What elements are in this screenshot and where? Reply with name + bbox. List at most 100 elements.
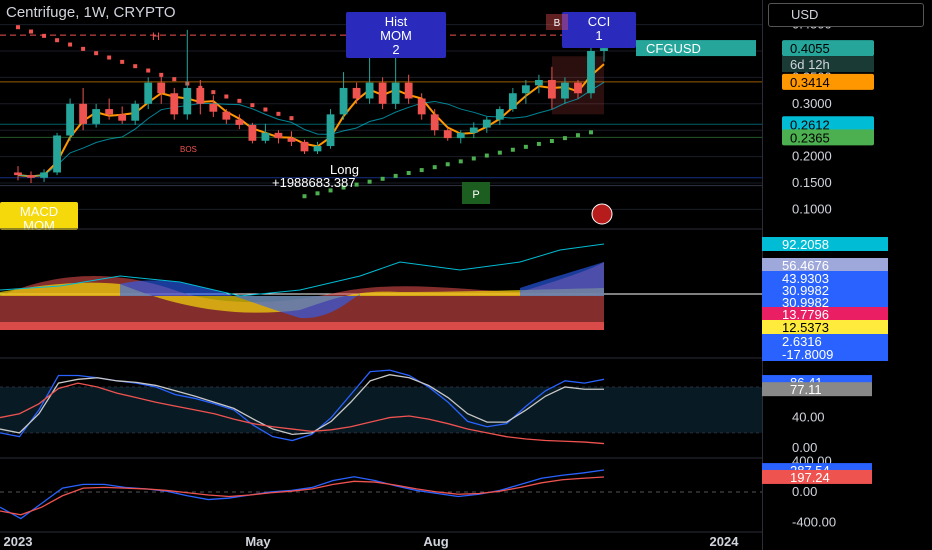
candle-body (534, 80, 543, 86)
stoch-line (0, 374, 604, 436)
indicator-value-tag (762, 307, 888, 321)
candle-body (313, 146, 322, 152)
indicator-value-tag (762, 334, 888, 348)
pane-tick: 0.00 (792, 484, 817, 499)
candle-body (495, 109, 504, 120)
long-label-value: +1988683.387 (272, 175, 356, 190)
indicator-value-tag (762, 237, 888, 251)
bos-marker: BOS (180, 145, 197, 154)
candle-body (222, 111, 231, 120)
sar-dot (172, 77, 177, 82)
candle-body (170, 93, 179, 115)
cci-label-text: CCI (588, 14, 610, 29)
candle-body (404, 82, 413, 99)
h-marker: H (152, 31, 160, 43)
indicator-value-text: 2.6316 (782, 334, 822, 349)
ma-line (17, 63, 605, 178)
sar-dot (341, 185, 346, 190)
sar-dot (393, 173, 398, 178)
sar-dot (133, 64, 138, 69)
candle-body (235, 119, 244, 125)
sar-dot (458, 159, 463, 164)
macd-mom-label-text: MOM (23, 218, 55, 233)
candle-body (600, 48, 608, 51)
price-tick: 0.2000 (792, 149, 832, 164)
stoch-line (0, 382, 605, 445)
candle-body (196, 87, 205, 104)
candle-body (274, 132, 283, 139)
candle-body (482, 119, 491, 128)
time-tick: 2023 (4, 534, 33, 549)
candle-body (378, 82, 387, 104)
time-tick: May (245, 534, 271, 549)
sar-dot (107, 55, 112, 60)
candle-body (391, 82, 400, 104)
flag-icon (591, 203, 613, 225)
candle-body (456, 132, 465, 139)
candle-body (287, 138, 296, 142)
candle-body (105, 109, 114, 115)
price-tag (782, 40, 874, 57)
indicator-value-text: -17.8009 (782, 347, 833, 362)
chart-title: Centrifuge, 1W, CRYPTO (6, 4, 176, 21)
sar-dot (237, 98, 242, 103)
countdown-text: 6d 12h (790, 57, 830, 72)
hist-mom-label-text: 2 (392, 42, 399, 57)
p-marker: P (472, 189, 479, 201)
symbol-tag (636, 40, 756, 57)
sar-dot (263, 107, 268, 112)
stoch-value-text: 77.11 (790, 382, 822, 397)
sar-dot (42, 33, 47, 38)
sar-dot (406, 170, 411, 175)
stoch-value-tag (762, 382, 872, 397)
sar-dot (68, 42, 73, 47)
price-tag (782, 73, 874, 90)
cci-value-text: 197.24 (790, 470, 830, 485)
sar-dot (419, 168, 424, 173)
cci-line (0, 476, 605, 516)
oscillator-area (520, 262, 604, 296)
price-tick: 0.3000 (792, 96, 832, 111)
sar-dot (29, 29, 34, 34)
candle-body (300, 141, 309, 152)
sar-dot (276, 111, 281, 116)
pane-tick: 40.00 (792, 410, 825, 425)
candle-body (443, 130, 452, 139)
candle-body (574, 82, 582, 94)
b-marker-box (546, 14, 568, 30)
indicator-value-text: 13.7796 (782, 307, 829, 322)
indicator-value-tag (762, 283, 888, 297)
price-tag (782, 129, 874, 146)
pane-tick: 0.00 (792, 440, 817, 455)
indicator-value-text: 12.5373 (782, 320, 829, 335)
p-marker-box (462, 182, 490, 204)
indicator-value-tag (762, 320, 888, 334)
sar-dot (328, 188, 333, 193)
candle-body (118, 114, 127, 121)
price-tag-text: 0.4055 (790, 41, 830, 56)
currency-selector[interactable]: USD (768, 3, 924, 27)
candle-body (248, 124, 257, 141)
band-fill (0, 386, 762, 433)
hist-mom-label-box (346, 12, 446, 58)
sar-dot (380, 176, 385, 181)
candle-body (365, 82, 374, 99)
sar-dot (250, 103, 255, 108)
sar-dot (211, 90, 216, 95)
cci-value-tag (762, 469, 872, 484)
candle-body (183, 87, 192, 115)
candle-body (40, 172, 48, 178)
sar-dot (315, 191, 320, 196)
candle-body (27, 175, 35, 178)
candle-body (339, 87, 348, 115)
indicator-value-tag (762, 295, 888, 309)
indicator-value-text: 56.4676 (782, 258, 829, 273)
indicator-value-text: 30.9982 (782, 295, 829, 310)
candle-body (66, 103, 74, 136)
candle-body (352, 87, 361, 99)
price-tick: 0.1500 (792, 175, 832, 190)
cci-line (0, 469, 605, 520)
indicator-value-tag (762, 271, 888, 285)
hist-mom-label-text: MOM (380, 28, 412, 43)
